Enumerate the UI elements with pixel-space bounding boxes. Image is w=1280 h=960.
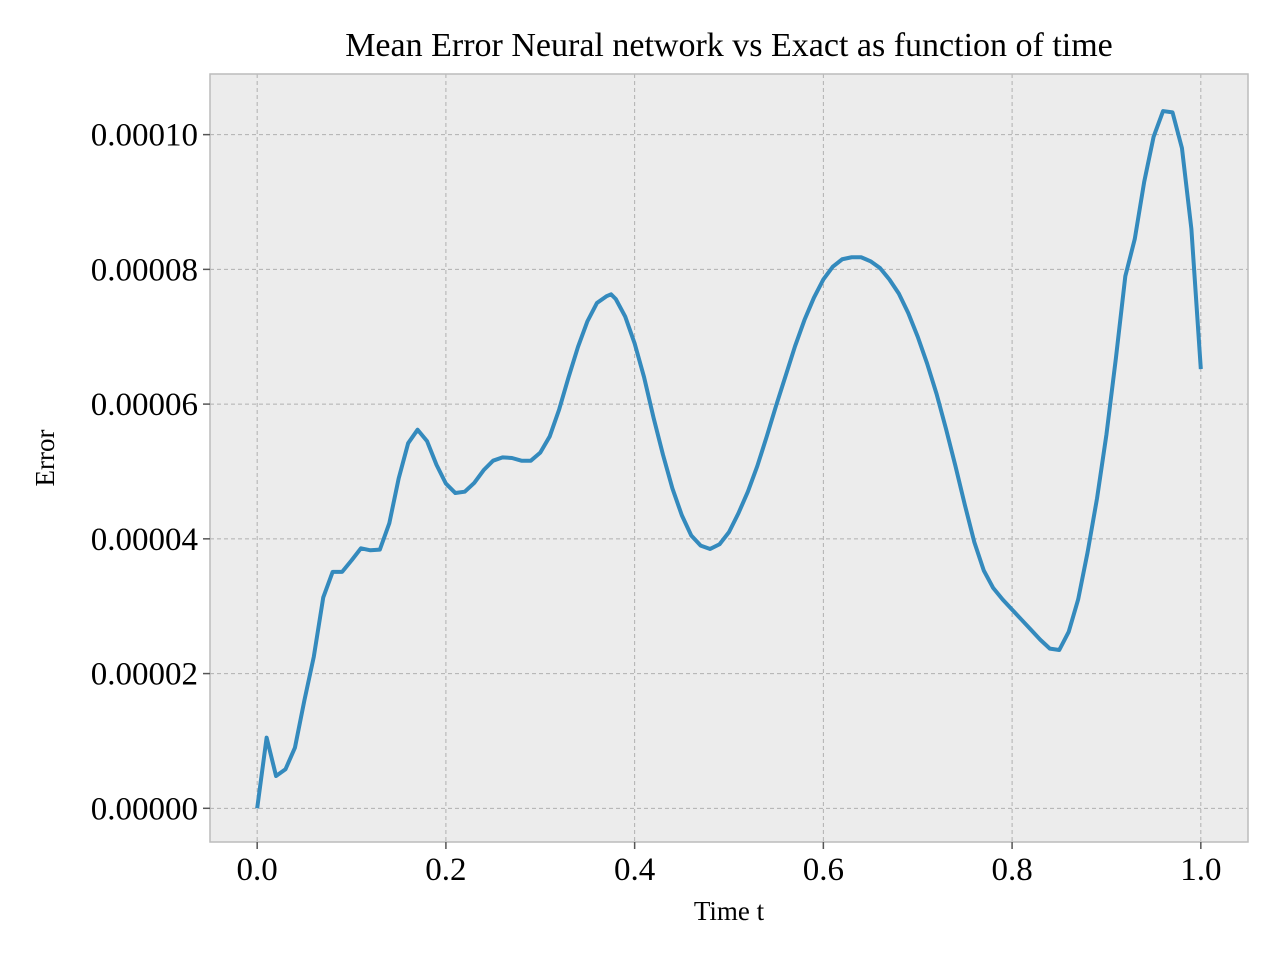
plot-area: [210, 74, 1248, 842]
y-tick-label: 0.00000: [91, 791, 198, 827]
x-axis-label: Time t: [694, 896, 765, 926]
grid: [210, 74, 1248, 842]
chart-title: Mean Error Neural network vs Exact as fu…: [345, 27, 1113, 64]
y-axis-ticks: 0.00000 0.00002 0.00004 0.00006 0.00008 0.000…: [91, 118, 210, 827]
series-line: [255, 109, 1203, 809]
x-tick-label: 0.4: [614, 852, 655, 888]
x-tick-label: 0.0: [237, 852, 278, 888]
x-axis-ticks: 0.0 0.2 0.4 0.6 0.8 1.0: [237, 842, 1221, 888]
y-axis-label: Error: [30, 430, 60, 487]
y-tick-label: 0.00006: [91, 387, 198, 423]
y-tick-label: 0.00010: [91, 118, 198, 154]
x-tick-label: 1.0: [1180, 852, 1221, 888]
plot-frame: [209, 73, 1249, 843]
y-tick-label: 0.00004: [91, 522, 198, 558]
x-tick-label: 0.8: [991, 852, 1032, 888]
y-tick-label: 0.00008: [91, 252, 198, 288]
x-tick-label: 0.2: [425, 852, 466, 888]
series-layer: [255, 109, 1203, 809]
y-tick-label: 0.00002: [91, 657, 198, 693]
x-tick-label: 0.6: [803, 852, 844, 888]
